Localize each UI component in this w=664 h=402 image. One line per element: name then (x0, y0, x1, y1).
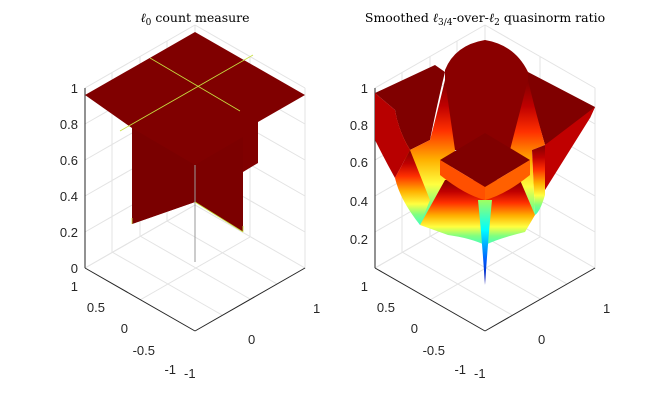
left-axis-lines (84, 88, 306, 332)
left-title: ℓ0 count measure (140, 10, 249, 28)
right-x-tick: -1 (474, 366, 486, 381)
right-z-ticks: 0.2 0.4 0.6 0.8 1 (350, 81, 368, 247)
right-y-tick: 0.5 (377, 300, 395, 315)
left-z-tick: 1 (71, 81, 78, 96)
right-x-tick: 1 (603, 301, 610, 316)
right-x-ticks: -1 0 1 (474, 301, 610, 381)
left-y-ticks: 1 0.5 0 -0.5 -1 (71, 279, 176, 377)
right-title: Smoothed ℓ3/4-over-ℓ2 quasinorm ratio (365, 10, 605, 28)
left-z-tick: 0.8 (60, 117, 78, 132)
right-y-tick: -1 (454, 362, 466, 377)
left-axes: 0 0.2 0.4 0.6 0.8 1 1 0.5 0 -0.5 -1 -1 0… (60, 10, 320, 381)
right-y-tick: -0.5 (423, 343, 445, 358)
left-z-tick: 0 (71, 261, 78, 276)
left-z-ticks: 0 0.2 0.4 0.6 0.8 1 (60, 81, 78, 276)
right-z-tick: 1 (361, 81, 368, 96)
left-y-tick: 0 (121, 321, 128, 336)
left-x-tick: 1 (313, 301, 320, 316)
left-y-tick: 1 (71, 279, 78, 294)
right-y-tick: 0 (411, 321, 418, 336)
right-y-tick: 1 (361, 279, 368, 294)
left-y-tick: -1 (164, 362, 176, 377)
left-z-tick: 0.6 (60, 153, 78, 168)
right-surface (375, 40, 595, 285)
left-y-tick: 0.5 (87, 300, 105, 315)
right-z-tick: 0.4 (350, 194, 368, 209)
left-z-tick: 0.4 (60, 189, 78, 204)
right-x-tick: 0 (538, 332, 545, 347)
left-x-ticks: -1 0 1 (184, 301, 320, 381)
left-y-tick: -0.5 (133, 343, 155, 358)
right-z-tick: 0.6 (350, 155, 368, 170)
left-surface (85, 32, 305, 262)
left-x-tick: -1 (184, 366, 196, 381)
right-z-tick: 0.8 (350, 118, 368, 133)
right-y-ticks: 1 0.5 0 -0.5 -1 (361, 279, 466, 377)
right-z-tick: 0.2 (350, 232, 368, 247)
left-x-tick: 0 (248, 332, 255, 347)
right-axes: 0.2 0.4 0.6 0.8 1 1 0.5 0 -0.5 -1 -1 0 1… (350, 10, 610, 381)
left-z-tick: 0.2 (60, 225, 78, 240)
